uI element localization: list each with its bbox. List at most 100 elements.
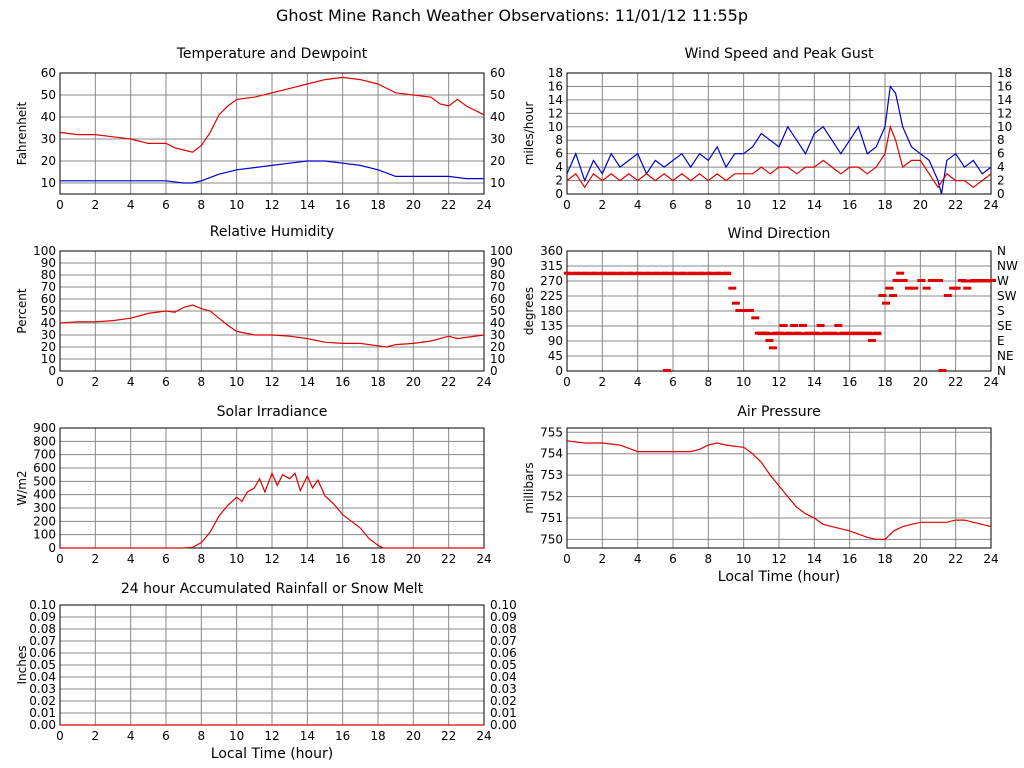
wdir-ytick-label: 315 — [540, 259, 563, 273]
rain-ytick-label: 0.01 — [29, 706, 56, 720]
wind-xtick-label: 24 — [983, 198, 998, 212]
solar-xtick-label: 8 — [198, 552, 206, 566]
rain-ytick-label: 0.02 — [29, 694, 56, 708]
temp-ytick-right-label: 10 — [490, 176, 505, 190]
wind-xtick-label: 6 — [669, 198, 677, 212]
solar-ytick-label: 900 — [33, 421, 56, 435]
wdir-ytick-right-label: W — [997, 274, 1009, 288]
rain-ytick-right-label: 0.05 — [490, 658, 517, 672]
rh-xtick-label: 8 — [198, 375, 206, 389]
wdir-ytick-label: 270 — [540, 274, 563, 288]
solar-plot-frame — [59, 427, 485, 549]
wind-series-line-0 — [566, 84, 992, 195]
wdir-point — [988, 279, 996, 282]
rh-xtick-label: 22 — [441, 375, 456, 389]
temp-xtick-label: 22 — [441, 198, 456, 212]
rain-xtick-label: 16 — [335, 729, 350, 743]
wind-xtick-label: 16 — [842, 198, 857, 212]
wind-series-line-1 — [566, 124, 992, 189]
rh-ylabel: Percent — [15, 288, 29, 333]
wind-ytick-label: 0 — [555, 187, 563, 201]
wind-plot-frame — [566, 72, 992, 195]
rain-ytick-right-label: 0.07 — [490, 634, 517, 648]
rh-ytick-label: 70 — [41, 280, 56, 294]
wdir-point — [745, 309, 754, 312]
solar-xtick-label: 2 — [92, 552, 100, 566]
rh-ytick-label: 80 — [41, 268, 56, 282]
wind-xtick-label: 8 — [705, 198, 713, 212]
solar-ytick-label: 400 — [33, 488, 56, 502]
temp-xtick-label: 10 — [229, 198, 244, 212]
wdir-xtick-label: 6 — [669, 375, 677, 389]
wind-xtick-label: 4 — [634, 198, 642, 212]
solar-xtick-label: 6 — [162, 552, 170, 566]
wind-xtick-label: 20 — [913, 198, 928, 212]
wdir-point — [816, 324, 825, 327]
rain-ytick-label: 0.09 — [29, 610, 56, 624]
rh-xtick-label: 20 — [406, 375, 421, 389]
wind-ytick-label: 14 — [548, 93, 563, 107]
pressure-xtick-label: 14 — [807, 552, 822, 566]
rain-xtick-label: 12 — [264, 729, 279, 743]
wdir-ytick-right-label: SE — [997, 319, 1012, 333]
rain-ytick-right-label: 0.02 — [490, 694, 517, 708]
solar-ytick-label: 0 — [48, 541, 56, 555]
rh-xtick-label: 14 — [300, 375, 315, 389]
rain-xtick-label: 24 — [476, 729, 491, 743]
rh-ytick-right-label: 80 — [490, 268, 505, 282]
wind-ytick-right-label: 10 — [997, 120, 1012, 134]
solar-xtick-label: 20 — [406, 552, 421, 566]
rh-ytick-right-label: 90 — [490, 256, 505, 270]
solar-ytick-label: 200 — [33, 514, 56, 528]
rain-xtick-label: 14 — [300, 729, 315, 743]
wdir-segment — [960, 279, 991, 283]
solar-ylabel: W/m2 — [15, 470, 29, 505]
rh-xtick-label: 10 — [229, 375, 244, 389]
temp-xtick-label: 4 — [127, 198, 135, 212]
rh-ytick-label: 40 — [41, 316, 56, 330]
wdir-ytick-label: 90 — [548, 334, 563, 348]
wind-ytick-label: 18 — [548, 66, 563, 80]
page-title: Ghost Mine Ranch Weather Observations: 1… — [276, 6, 748, 25]
rain-ytick-label: 0.07 — [29, 634, 56, 648]
wdir-ytick-label: 180 — [540, 304, 563, 318]
rain-ytick-right-label: 0.06 — [490, 646, 517, 660]
wind-ytick-label: 16 — [548, 79, 563, 93]
rh-ytick-right-label: 70 — [490, 280, 505, 294]
wdir-xtick-label: 24 — [983, 375, 998, 389]
wdir-ytick-right-label: E — [997, 334, 1005, 348]
temp-ylabel: Fahrenheit — [15, 101, 29, 165]
pressure-xtick-label: 20 — [913, 552, 928, 566]
temp-ytick-label: 40 — [41, 110, 56, 124]
rain-ytick-right-label: 0.09 — [490, 610, 517, 624]
wind-ytick-right-label: 16 — [997, 79, 1012, 93]
solar-ytick-label: 700 — [33, 448, 56, 462]
wdir-point — [917, 279, 926, 282]
wdir-title: Wind Direction — [728, 226, 831, 242]
rain-xtick-label: 10 — [229, 729, 244, 743]
rh-ytick-label: 30 — [41, 328, 56, 342]
pressure-ytick-label: 752 — [540, 490, 563, 504]
pressure-xtick-label: 16 — [842, 552, 857, 566]
temp-ytick-label: 60 — [41, 66, 56, 80]
wdir-point — [963, 286, 972, 290]
wdir-ytick-right-label: N — [997, 244, 1006, 258]
rh-xtick-label: 12 — [264, 375, 279, 389]
solar-ytick-label: 500 — [33, 474, 56, 488]
rh-ytick-label: 10 — [41, 352, 56, 366]
wdir-xtick-label: 16 — [842, 375, 857, 389]
pressure-series-line-0 — [566, 440, 992, 541]
wdir-ytick-right-label: NW — [997, 259, 1018, 273]
temp-ytick-label: 30 — [41, 132, 56, 146]
temp-series-line-0 — [59, 76, 485, 153]
rain-xtick-label: 6 — [162, 729, 170, 743]
pressure-xtick-label: 18 — [877, 552, 892, 566]
solar-xtick-label: 16 — [335, 552, 350, 566]
wdir-point — [878, 294, 887, 297]
rh-ytick-label: 20 — [41, 340, 56, 354]
rh-title: Relative Humidity — [210, 224, 334, 240]
wdir-point — [662, 369, 671, 372]
wdir-point — [952, 286, 961, 290]
rh-series-line-0 — [59, 304, 485, 348]
